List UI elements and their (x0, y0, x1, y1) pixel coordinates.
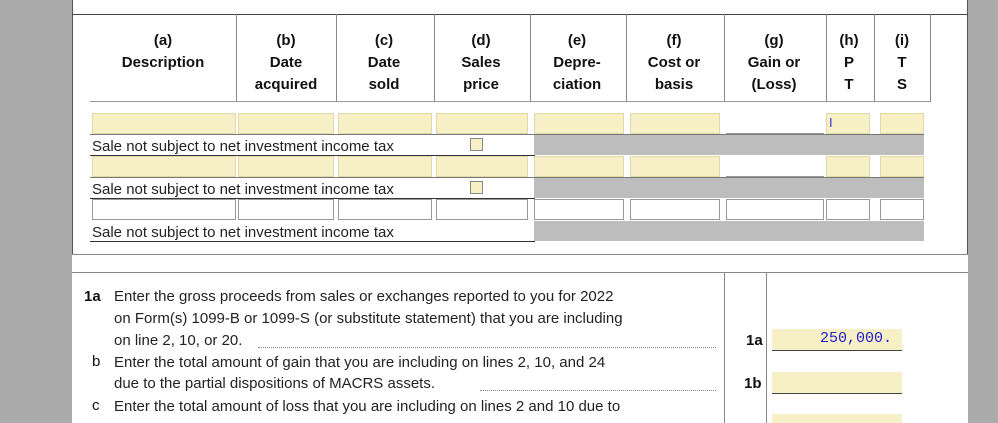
col-header-f: (f) Cost or basis (626, 30, 722, 96)
pt-field[interactable] (826, 156, 870, 177)
disabled-area (534, 178, 924, 198)
col-c-title2: sold (368, 76, 400, 93)
col-header-g: (g) Gain or (Loss) (724, 30, 824, 96)
date-sold-field[interactable] (338, 156, 432, 177)
line-1c-letter: c (92, 397, 100, 414)
line-1b-letter: b (92, 353, 101, 370)
date-acquired-field[interactable] (238, 156, 334, 177)
line-1a-text2: on Form(s) 1099-B or 1099-S (or substitu… (114, 310, 623, 327)
description-field[interactable] (92, 199, 236, 220)
gain-loss-field[interactable] (726, 199, 824, 220)
cost-basis-field[interactable] (630, 199, 720, 220)
col-d-title1: Sales (461, 54, 501, 71)
col-header-a: (a) Description (90, 30, 236, 74)
ts-field[interactable] (880, 113, 924, 134)
gain-loss-field[interactable] (726, 113, 824, 134)
sales-price-field[interactable] (436, 113, 528, 134)
col-i-title2: S (896, 76, 907, 93)
col-b-letter: (b) (276, 32, 296, 49)
line-1b-amount-field[interactable] (772, 372, 902, 394)
sales-price-field[interactable] (436, 156, 528, 177)
cost-basis-field[interactable] (630, 156, 720, 177)
line-1c-text1: Enter the total amount of loss that you … (114, 398, 621, 415)
date-acquired-field[interactable] (238, 199, 334, 220)
sale-not-subject-label: Sale not subject to net investment incom… (92, 224, 394, 241)
line-1c-amount-field[interactable] (772, 414, 902, 423)
pt-field[interactable] (826, 199, 870, 220)
line-1a-number: 1a (84, 288, 101, 305)
col-e-letter: (e) (567, 32, 587, 49)
col-header-e: (e) Depre- ciation (530, 30, 624, 96)
col-header-c: (c) Date sold (336, 30, 432, 96)
col-b-title1: Date (269, 54, 303, 71)
disabled-area (534, 135, 924, 155)
description-field[interactable] (92, 113, 236, 134)
col-header-d: (d) Sales price (434, 30, 528, 96)
ts-field[interactable] (880, 156, 924, 177)
col-g-title1: Gain or (747, 54, 801, 71)
col-header-b: (b) Date acquired (238, 30, 334, 96)
col-h-letter: (h) (839, 32, 859, 49)
sales-price-field[interactable] (436, 199, 528, 220)
line-1a-amount-field[interactable]: 250,000. (772, 329, 902, 351)
depreciation-field[interactable] (534, 113, 624, 134)
sale-not-subject-label: Sale not subject to net investment incom… (92, 138, 394, 155)
dot-leader (258, 347, 716, 348)
col-a-letter: (a) (153, 32, 173, 49)
line-1a-text1: Enter the gross proceeds from sales or e… (114, 288, 614, 305)
depreciation-field[interactable] (534, 199, 624, 220)
niit-exempt-checkbox[interactable] (470, 138, 483, 151)
line-1b-label: 1b (744, 375, 762, 392)
niit-exempt-checkbox[interactable] (470, 181, 483, 194)
col-e-title1: Depre- (553, 54, 601, 71)
col-a-title: Description (121, 54, 205, 71)
cost-basis-field[interactable] (630, 113, 720, 134)
col-f-letter: (f) (666, 32, 682, 49)
col-c-letter: (c) (374, 32, 394, 49)
col-i-title1: T (897, 54, 907, 71)
line-1a-label: 1a (746, 332, 763, 349)
form-sheet: (a) Description (b) Date acquired (c) Da… (72, 0, 968, 423)
col-c-title1: Date (367, 54, 401, 71)
line-1a-text3: on line 2, 10, or 20. (114, 332, 243, 349)
col-f-title1: Cost or (647, 54, 701, 71)
col-b-title2: acquired (254, 76, 318, 93)
col-g-letter: (g) (764, 32, 784, 49)
text-cursor: I (829, 115, 833, 130)
col-d-title2: price (463, 76, 499, 93)
sale-not-subject-label: Sale not subject to net investment incom… (92, 181, 394, 198)
depreciation-field[interactable] (534, 156, 624, 177)
col-h-title1: P (843, 54, 854, 71)
line-1b-text2: due to the partial dispositions of MACRS… (114, 375, 435, 392)
line-1b-text1: Enter the total amount of gain that you … (114, 354, 606, 371)
gain-loss-field[interactable] (726, 156, 824, 177)
date-sold-field[interactable] (338, 199, 432, 220)
ts-field[interactable] (880, 199, 924, 220)
disabled-area (534, 221, 924, 241)
col-f-title2: basis (654, 76, 694, 93)
dot-leader (480, 390, 716, 391)
col-e-title2: ciation (552, 76, 602, 93)
col-d-letter: (d) (471, 32, 491, 49)
col-header-h: (h) P T (826, 30, 872, 96)
col-header-i: (i) T S (874, 30, 930, 96)
pt-field[interactable]: I (826, 113, 870, 134)
col-i-letter: (i) (894, 32, 910, 49)
date-acquired-field[interactable] (238, 113, 334, 134)
col-g-title2: (Loss) (751, 76, 797, 93)
date-sold-field[interactable] (338, 113, 432, 134)
col-h-title2: T (844, 76, 854, 93)
description-field[interactable] (92, 156, 236, 177)
